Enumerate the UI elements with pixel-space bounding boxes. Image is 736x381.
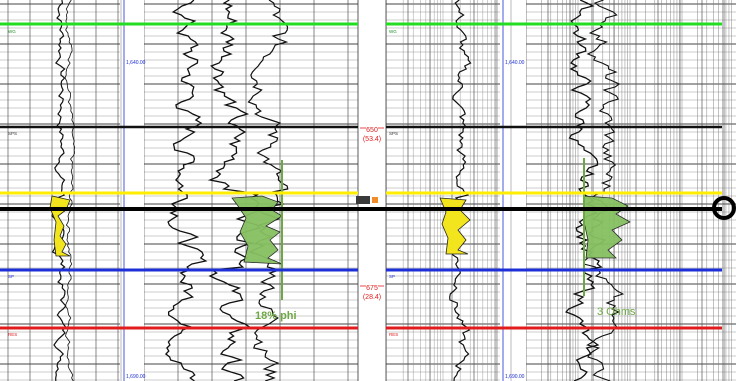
sp-shale-fill-right	[439, 197, 471, 255]
logo-icon	[356, 196, 378, 204]
right-scale-label-top: 1,640.00	[505, 60, 525, 66]
marker-tag-black-left: SPS	[8, 131, 17, 136]
deep-res-curve-right	[564, 0, 603, 381]
sp-curve-left	[51, 0, 67, 381]
depth-column-right	[500, 0, 526, 381]
circle-end-icon	[712, 196, 736, 220]
shallow-res-curve-right	[583, 0, 625, 381]
right-scale-label-bottom: 1,690.00	[505, 374, 525, 380]
marker-tag-black-right: SPS	[389, 131, 398, 136]
resistivity-annotation: 3 Ohms	[597, 306, 636, 318]
curve-fills	[49, 158, 631, 300]
left-scale-label-bottom: 1,690.00	[126, 374, 146, 380]
sp-curve-right	[447, 0, 472, 381]
density-curve-left	[164, 0, 208, 381]
log-curves	[51, 0, 625, 381]
depth-tvd-675: (28.4)	[363, 294, 381, 301]
neutron-curve-left	[207, 0, 265, 381]
depth-label-675: 675	[366, 285, 378, 292]
depth-column-center	[358, 0, 386, 381]
sonic-curve-left	[247, 0, 289, 381]
depth-tvd-650: (53.4)	[363, 136, 381, 143]
marker-tag-green-left: WG	[8, 29, 16, 34]
porosity-annotation: 18% phi	[255, 310, 297, 322]
marker-tag-green-right: WG	[389, 29, 397, 34]
marker-tag-blue-right: SP	[389, 274, 395, 279]
marker-tag-red-left: RES	[8, 332, 17, 337]
marker-tag-red-right: RES	[389, 332, 398, 337]
gr-curve-left	[64, 0, 76, 381]
correlation-markers	[0, 22, 722, 330]
depth-label-650: 650	[366, 127, 378, 134]
left-scale-label-top: 1,640.00	[126, 60, 146, 66]
marker-tag-blue-left: SP	[8, 274, 14, 279]
resistivity-fill-right	[583, 195, 631, 259]
